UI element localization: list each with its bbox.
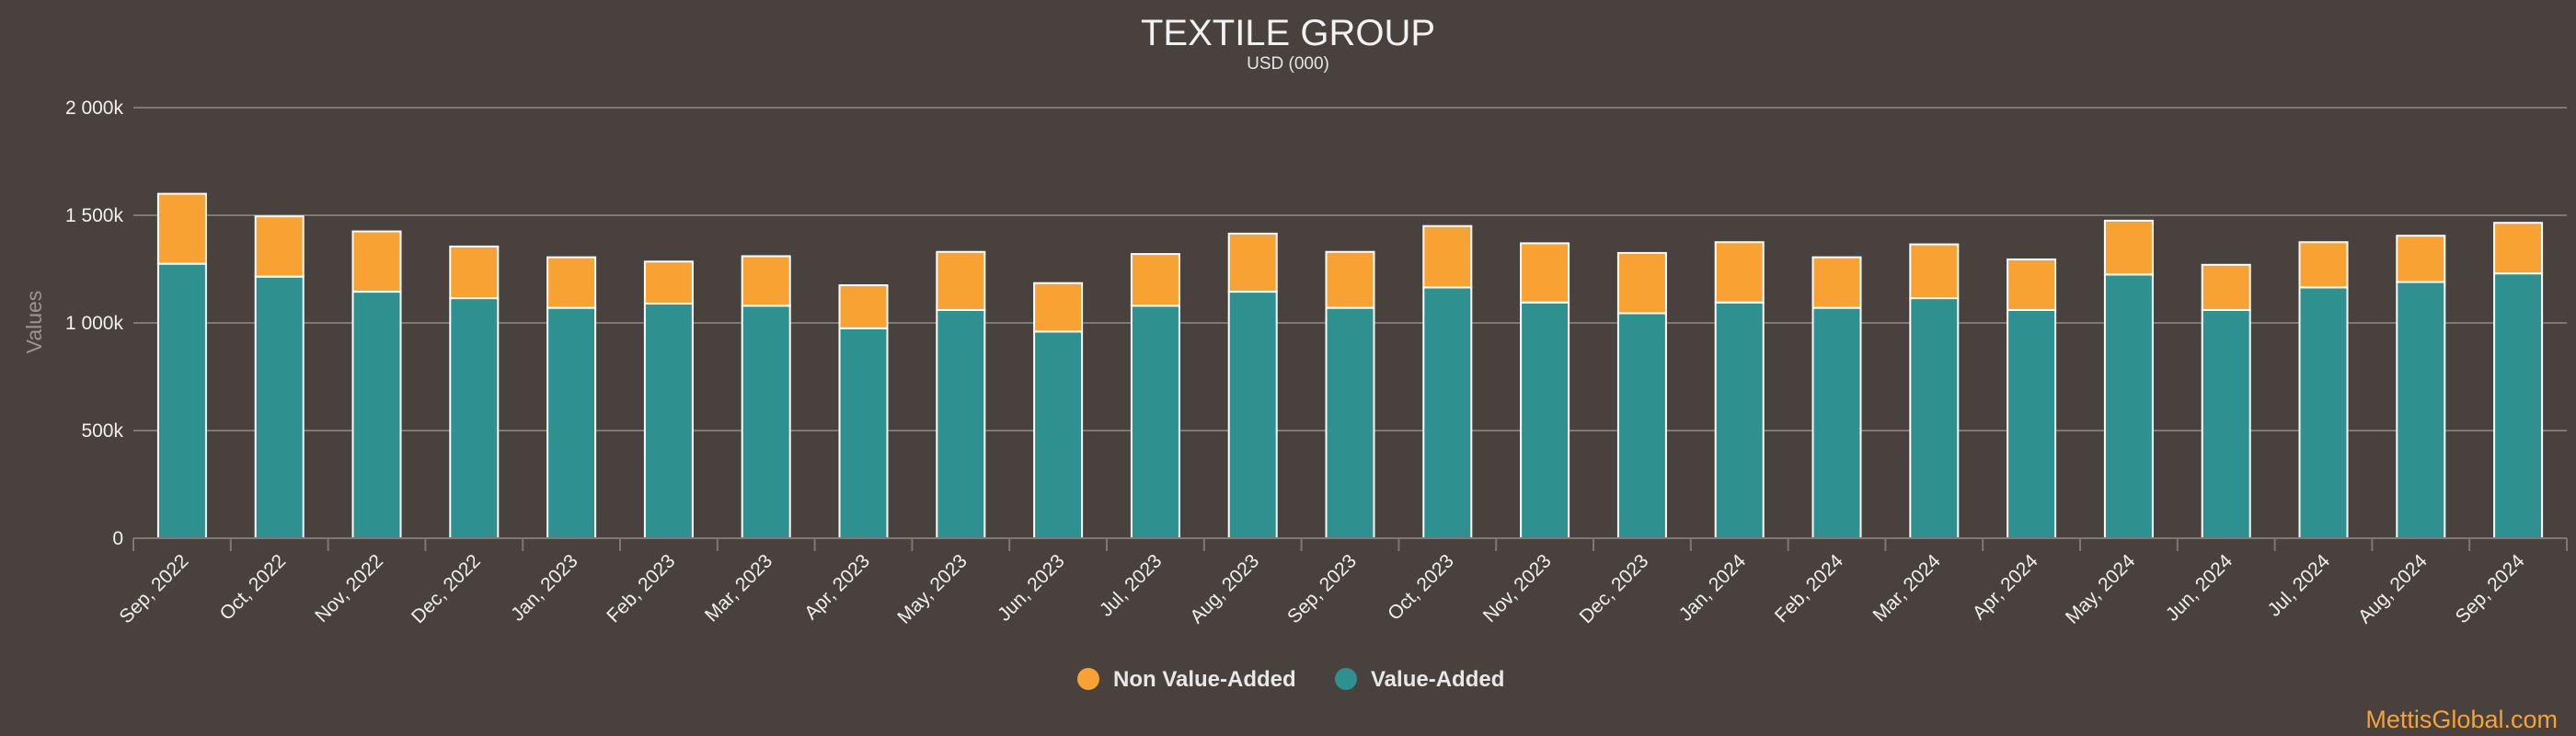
x-tick-label: Apr, 2023: [800, 550, 874, 624]
x-tick-label: Sep, 2023: [1283, 550, 1361, 627]
x-tick-label: Aug, 2024: [2354, 550, 2432, 627]
y-tick-label: 1 500k: [65, 205, 124, 226]
bar-value-added[interactable]: [2103, 273, 2154, 539]
bars: [156, 192, 2544, 539]
bar-non-value-added[interactable]: [351, 230, 402, 293]
x-tick-label: Jun, 2023: [994, 550, 1068, 625]
bar-non-value-added[interactable]: [1714, 241, 1765, 304]
x-tick-label: Dec, 2022: [408, 550, 485, 627]
bar-value-added[interactable]: [1616, 312, 1667, 539]
x-tick-label: Nov, 2023: [1479, 550, 1556, 627]
bar-non-value-added[interactable]: [643, 260, 694, 305]
bar-non-value-added[interactable]: [741, 255, 791, 307]
x-tick-label: Sep, 2022: [115, 550, 192, 627]
x-tick-label: Jun, 2024: [2162, 550, 2237, 626]
x-tick-label: Feb, 2023: [603, 550, 679, 627]
bar-non-value-added[interactable]: [1520, 242, 1570, 304]
bar-value-added[interactable]: [449, 297, 500, 539]
x-tick-label: Jan, 2023: [507, 550, 581, 625]
x-tick-label: Aug, 2023: [1186, 550, 1263, 627]
bar-non-value-added[interactable]: [2201, 263, 2251, 311]
y-tick-label: 0: [112, 528, 123, 549]
bar-value-added[interactable]: [1325, 306, 1375, 539]
bar-value-added[interactable]: [1227, 291, 1278, 539]
legend-item[interactable]: Non Value-Added: [1077, 667, 1296, 692]
bar-value-added[interactable]: [741, 305, 791, 539]
bar-value-added[interactable]: [936, 308, 986, 539]
y-axis-title: Values: [22, 291, 46, 354]
legend-item[interactable]: Value-Added: [1335, 667, 1504, 692]
x-tick-label: Jul, 2023: [1096, 550, 1167, 621]
y-tick-label: 2 000k: [65, 98, 124, 119]
bar-value-added[interactable]: [2298, 286, 2349, 539]
bar-non-value-added[interactable]: [1130, 253, 1180, 307]
x-tick-label: Dec, 2023: [1575, 550, 1652, 627]
bar-value-added[interactable]: [1714, 301, 1765, 539]
bar-non-value-added[interactable]: [838, 284, 889, 329]
bar-non-value-added[interactable]: [1422, 224, 1473, 289]
bar-value-added[interactable]: [1130, 305, 1180, 539]
bar-non-value-added[interactable]: [1325, 250, 1375, 309]
bar-non-value-added[interactable]: [2103, 219, 2154, 276]
bar-non-value-added[interactable]: [1811, 256, 1862, 309]
bar-value-added[interactable]: [1520, 301, 1570, 539]
x-tick-label: Mar, 2024: [1869, 550, 1946, 627]
x-tick-label: May, 2024: [2062, 550, 2140, 628]
bar-value-added[interactable]: [156, 262, 207, 539]
legend[interactable]: Non Value-Added Value-Added: [1077, 667, 1504, 692]
bar-value-added[interactable]: [546, 306, 597, 539]
bar-non-value-added[interactable]: [2298, 241, 2349, 289]
x-axis: Sep, 2022 Oct, 2022 Nov, 2022 Dec, 2022 Jan,…: [115, 537, 2568, 628]
bar-value-added[interactable]: [2201, 308, 2251, 539]
bar-non-value-added[interactable]: [2493, 222, 2544, 275]
bar-value-added[interactable]: [838, 327, 889, 539]
bar-value-added[interactable]: [1811, 306, 1862, 539]
bar-value-added[interactable]: [643, 302, 694, 539]
bar-non-value-added[interactable]: [1033, 282, 1084, 333]
x-tick-label: Oct, 2022: [216, 550, 291, 625]
credit-text[interactable]: MettisGlobal.com: [2365, 706, 2558, 733]
bar-value-added[interactable]: [1033, 330, 1084, 539]
y-tick-label: 500k: [81, 420, 123, 442]
legend-marker: [1077, 668, 1099, 690]
bar-non-value-added[interactable]: [156, 192, 207, 265]
bar-non-value-added[interactable]: [2396, 235, 2446, 283]
bar-value-added[interactable]: [2493, 272, 2544, 539]
bar-non-value-added[interactable]: [1227, 232, 1278, 293]
bar-non-value-added[interactable]: [546, 256, 597, 309]
bar-non-value-added[interactable]: [1616, 251, 1667, 315]
legend-label: Value-Added: [1371, 667, 1504, 692]
x-tick-label: May, 2023: [893, 550, 971, 627]
x-tick-label: Oct, 2023: [1384, 550, 1458, 625]
y-tick-label: 1 000k: [65, 313, 124, 334]
x-tick-label: Jul, 2024: [2264, 550, 2335, 621]
bar-non-value-added[interactable]: [1909, 243, 1960, 300]
legend-marker: [1335, 668, 1357, 690]
x-tick-label: Apr, 2024: [1969, 550, 2042, 624]
bar-value-added[interactable]: [1422, 286, 1473, 539]
bar-value-added[interactable]: [2007, 308, 2057, 539]
legend-label: Non Value-Added: [1113, 667, 1296, 692]
x-tick-label: Sep, 2024: [2452, 550, 2529, 627]
chart-title: TEXTILE GROUP: [1141, 13, 1435, 53]
bar-value-added[interactable]: [2396, 281, 2446, 539]
bar-value-added[interactable]: [351, 291, 402, 539]
x-tick-label: Feb, 2024: [1771, 550, 1847, 627]
bar-value-added[interactable]: [254, 275, 305, 539]
x-tick-label: Mar, 2023: [701, 550, 776, 626]
bar-non-value-added[interactable]: [936, 250, 986, 311]
x-tick-label: Nov, 2022: [311, 550, 387, 627]
chart-subtitle: USD (000): [1247, 54, 1329, 74]
bar-non-value-added[interactable]: [254, 215, 305, 278]
bar-non-value-added[interactable]: [2007, 258, 2057, 311]
y-axis-ticks: 0 500k 1 000k 1 500k 2 000k: [65, 98, 124, 549]
bar-non-value-added[interactable]: [449, 245, 500, 300]
x-tick-label: Jan, 2024: [1675, 550, 1751, 626]
bar-value-added[interactable]: [1909, 297, 1960, 539]
